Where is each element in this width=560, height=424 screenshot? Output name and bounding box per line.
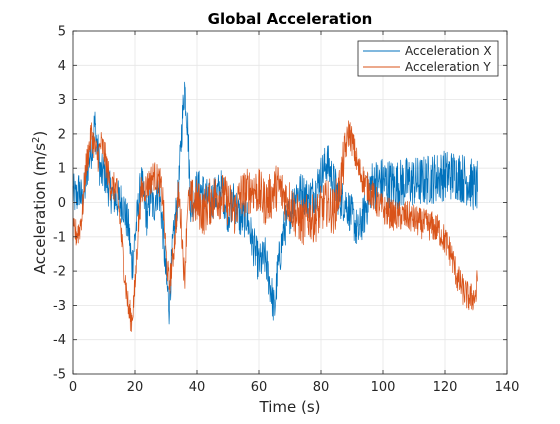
x-tick-label: 60 (251, 380, 268, 395)
legend-label-acceleration-x: Acceleration X (405, 44, 492, 58)
y-tick-label: -3 (53, 299, 66, 314)
y-tick-label: 5 (58, 25, 66, 40)
x-tick-label: 80 (313, 380, 330, 395)
y-axis-label: Acceleration (m/s2) (31, 131, 49, 275)
x-tick-labels: 0 20 40 60 80 100 120 140 (69, 380, 520, 395)
y-tick-label: 4 (58, 59, 66, 74)
x-tick-label: 0 (69, 380, 77, 395)
x-tick-label: 20 (127, 380, 144, 395)
y-tick-label: -5 (53, 368, 66, 383)
legend-box (357, 40, 499, 77)
x-tick-label: 120 (433, 380, 458, 395)
y-tick-label: 3 (58, 93, 66, 108)
y-tick-label: -4 (53, 333, 66, 348)
series-line-acceleration-y (72, 120, 478, 332)
tick-marks (72, 30, 508, 375)
legend: Acceleration X Acceleration Y (357, 40, 499, 77)
x-tick-label: 40 (189, 380, 206, 395)
y-tick-label: -2 (53, 265, 66, 280)
y-tick-label: -1 (53, 230, 66, 245)
chart-title: Global Acceleration (208, 10, 373, 28)
x-tick-label: 140 (495, 380, 520, 395)
legend-label-acceleration-y: Acceleration Y (405, 60, 491, 74)
y-tick-labels: 5 4 3 2 1 0 -1 -2 -3 -4 -5 (53, 25, 66, 383)
x-axis-label: Time (s) (259, 398, 321, 416)
y-tick-label: 2 (58, 127, 66, 142)
series-layer (72, 81, 478, 332)
y-tick-label: 1 (58, 162, 66, 177)
x-tick-label: 100 (371, 380, 396, 395)
y-tick-label: 0 (58, 196, 66, 211)
